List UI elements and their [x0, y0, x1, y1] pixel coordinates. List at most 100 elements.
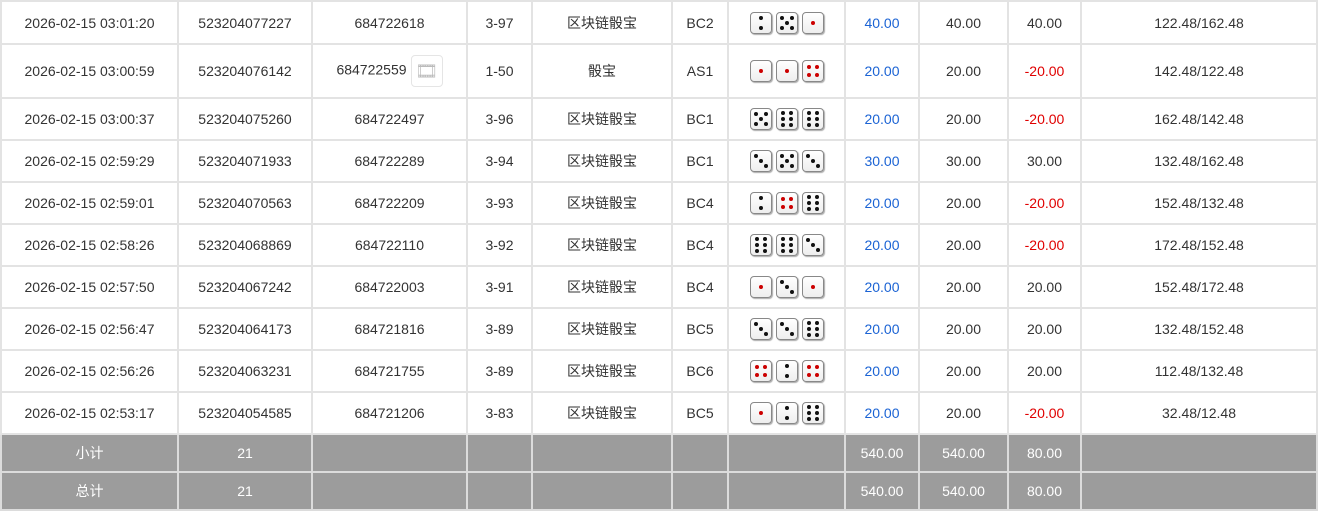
- dice-cell: [727, 139, 846, 183]
- die-6-icon: [749, 234, 772, 256]
- valid-bet-cell: 20.00: [918, 43, 1009, 99]
- bet-cell: 20.00: [844, 223, 920, 267]
- game-cell: 区块链骰宝: [531, 307, 673, 351]
- balance-cell-text: 132.48/152.48: [1154, 321, 1244, 337]
- valid-bet-cell-text: 20.00: [945, 279, 982, 295]
- table-cell-text: BC4: [686, 279, 714, 295]
- summary-cell: [671, 433, 729, 473]
- table-cell: BC2: [671, 0, 729, 45]
- valid-bet-cell-text: 20.00: [945, 63, 982, 79]
- issue-cell-text: 684722559: [336, 61, 407, 78]
- balance-cell-text: 152.48/172.48: [1154, 279, 1244, 295]
- order-id-cell: 523204064173: [177, 307, 313, 351]
- balance-cell: 172.48/152.48: [1080, 223, 1318, 267]
- issue-cell-text: 684722003: [354, 279, 425, 295]
- table-row: 2026-02-15 02:58:26 523204068869 684722110…: [0, 223, 1318, 267]
- summary-cell: 小计: [0, 433, 179, 473]
- bet-cell-text: 20.00: [864, 237, 900, 253]
- die-1-icon: [749, 60, 772, 82]
- die-6-icon: [801, 318, 824, 340]
- order-id-cell: 523204077227: [177, 0, 313, 45]
- die-1-icon: [775, 60, 798, 82]
- die-1-icon: [749, 276, 772, 298]
- time-cell: 2026-02-15 02:53:17: [0, 391, 179, 435]
- win-loss-cell: 20.00: [1007, 349, 1082, 393]
- game-cell-text: 区块链骰宝: [567, 279, 637, 295]
- odds-cell-text: 1-50: [485, 63, 514, 79]
- game-cell-text: 区块链骰宝: [567, 321, 637, 337]
- order-id-cell: 523204063231: [177, 349, 313, 393]
- issue-cell-text: 684722289: [354, 153, 425, 169]
- issue-cell-text: 684722209: [354, 195, 425, 211]
- balance-cell: 122.48/162.48: [1080, 0, 1318, 45]
- odds-cell-text: 3-89: [485, 363, 514, 379]
- order-id-cell-text: 523204075260: [198, 111, 292, 127]
- table-cell-text: AS1: [686, 63, 714, 79]
- balance-cell-text: 162.48/142.48: [1154, 111, 1244, 127]
- order-id-cell: 523204076142: [177, 43, 313, 99]
- issue-cell: 684721816: [311, 307, 468, 351]
- summary-cell: [1080, 433, 1318, 473]
- table-cell-text: BC4: [686, 237, 714, 253]
- summary-cell: 540.00: [918, 471, 1009, 511]
- die-6-icon: [775, 234, 798, 256]
- die-3-icon: [775, 318, 798, 340]
- order-id-cell-text: 523204063231: [198, 363, 292, 379]
- bet-cell: 20.00: [844, 265, 920, 309]
- summary-cell: 21: [177, 433, 313, 473]
- die-1-icon: [801, 276, 824, 298]
- table-cell-text: BC5: [686, 405, 714, 421]
- table-row: 2026-02-15 02:56:26 523204063231 684721755…: [0, 349, 1318, 393]
- die-5-icon: [775, 150, 798, 172]
- table-cell: BC5: [671, 391, 729, 435]
- game-cell-text: 区块链骰宝: [567, 363, 637, 379]
- bet-cell: 40.00: [844, 0, 920, 45]
- table-cell-text: BC5: [686, 321, 714, 337]
- table-cell: BC5: [671, 307, 729, 351]
- summary-cell: [727, 471, 846, 511]
- game-cell-text: 区块链骰宝: [567, 14, 637, 31]
- balance-cell: 132.48/152.48: [1080, 307, 1318, 351]
- win-loss-cell-text: -20.00: [1024, 237, 1065, 253]
- time-cell-text: 2026-02-15 02:57:50: [24, 279, 155, 295]
- win-loss-cell: 40.00: [1007, 0, 1082, 45]
- die-4-icon: [801, 60, 824, 82]
- table-cell: BC4: [671, 265, 729, 309]
- bet-cell: 20.00: [844, 349, 920, 393]
- die-6-icon: [775, 108, 798, 130]
- balance-cell-text: 142.48/122.48: [1154, 63, 1244, 79]
- order-id-cell-text: 523204077227: [198, 14, 292, 31]
- bet-cell: 30.00: [844, 139, 920, 183]
- win-loss-cell-text: 20.00: [1026, 363, 1063, 379]
- win-loss-cell-text: 40.00: [1026, 14, 1063, 31]
- video-replay-icon[interactable]: 🎞: [410, 55, 443, 87]
- win-loss-cell: 30.00: [1007, 139, 1082, 183]
- dice-cell: [727, 0, 846, 45]
- summary-cell: [311, 433, 468, 473]
- balance-cell: 152.48/132.48: [1080, 181, 1318, 225]
- order-id-cell-text: 523204071933: [198, 153, 292, 169]
- game-cell-text: 区块链骰宝: [567, 237, 637, 253]
- summary-cell: [1080, 471, 1318, 511]
- balance-cell: 112.48/132.48: [1080, 349, 1318, 393]
- balance-cell-text: 112.48/132.48: [1154, 363, 1244, 379]
- balance-cell: 152.48/172.48: [1080, 265, 1318, 309]
- odds-cell-text: 3-91: [485, 279, 514, 295]
- valid-bet-cell: 20.00: [918, 307, 1009, 351]
- balance-cell: 32.48/12.48: [1080, 391, 1318, 435]
- dice-cell: [727, 43, 846, 99]
- time-cell: 2026-02-15 03:00:59: [0, 43, 179, 99]
- time-cell-text: 2026-02-15 02:58:26: [24, 237, 155, 253]
- odds-cell: 3-89: [466, 307, 533, 351]
- game-cell: 区块链骰宝: [531, 349, 673, 393]
- table-row: 2026-02-15 03:00:37 523204075260 684722497…: [0, 97, 1318, 141]
- valid-bet-cell: 20.00: [918, 265, 1009, 309]
- bet-cell-text: 20.00: [864, 111, 900, 127]
- summary-cell: [311, 471, 468, 511]
- dice-cell: [727, 97, 846, 141]
- game-cell: 区块链骰宝: [531, 139, 673, 183]
- die-5-icon: [775, 11, 798, 34]
- die-6-icon: [801, 192, 824, 214]
- summary-cell: [531, 471, 673, 511]
